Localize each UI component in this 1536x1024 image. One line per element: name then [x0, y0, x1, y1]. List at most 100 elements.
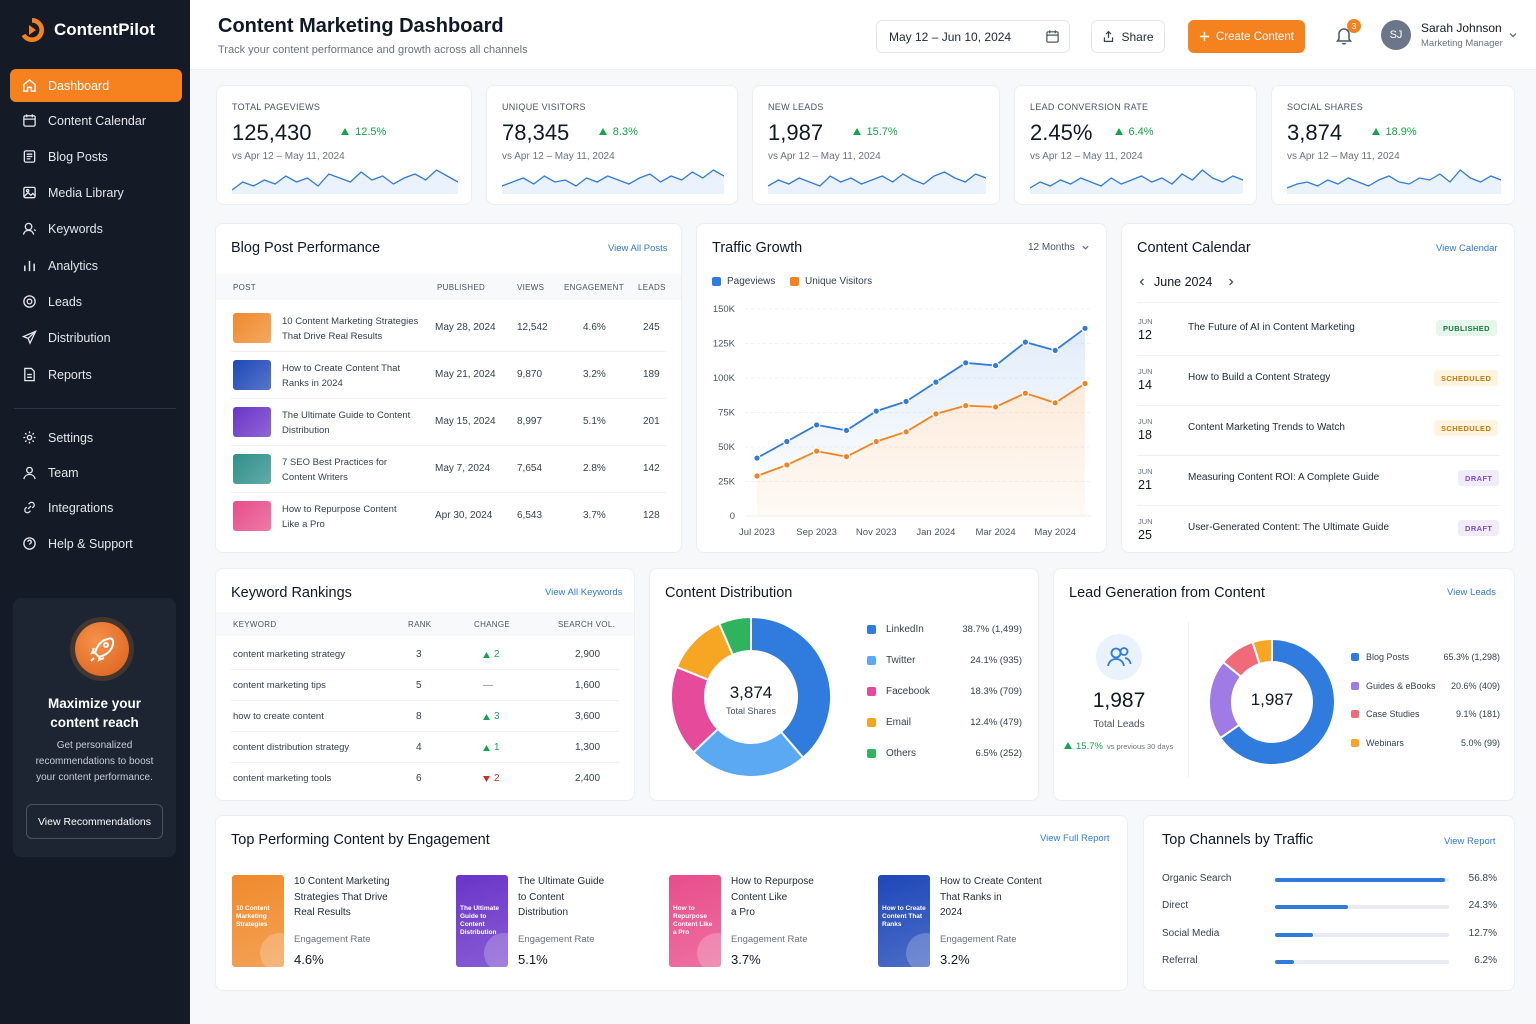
top-content-item[interactable]: 10 Content Marketing Strategies 10 Conten… [232, 872, 452, 972]
view-report-link[interactable]: View Report [1444, 836, 1496, 847]
leads-total: 1,987 [1092, 689, 1146, 712]
post-engagement: 4.6% [583, 322, 606, 333]
kpi-card[interactable]: SOCIAL SHARES 3,874 18.9% vs Apr 12 – May 1… [1271, 85, 1515, 205]
sidebar-item-help-support[interactable]: Help & Support [10, 527, 182, 560]
sidebar-item-content-calendar[interactable]: Content Calendar [10, 104, 182, 137]
sidebar-item-team[interactable]: Team [10, 456, 182, 489]
legend-swatch [867, 625, 876, 634]
x-tick-label: Jan 2024 [916, 527, 955, 538]
view-calendar-link[interactable]: View Calendar [1436, 243, 1498, 254]
data-point-pageviews [932, 378, 940, 386]
view-leads-link[interactable]: View Leads [1447, 587, 1496, 598]
top-header: Content Marketing Dashboard Track your c… [190, 0, 1536, 70]
table-row[interactable]: How to Repurpose Content Like a Pro Apr 30… [216, 493, 681, 540]
sidebar-item-keywords[interactable]: Keywords [10, 212, 182, 245]
date-range-picker[interactable]: May 12 – Jun 10, 2024 [876, 20, 1070, 53]
keyword-change: 2 [483, 773, 500, 784]
data-point-pageviews [1021, 338, 1030, 346]
calendar-item-month: JUN [1138, 317, 1153, 326]
column-header: ENGAGEMENT [564, 283, 624, 292]
y-tick-label: 25K [718, 477, 736, 488]
sidebar-item-settings[interactable]: Settings [10, 421, 182, 454]
table-header [216, 274, 681, 300]
avatar[interactable]: SJ [1381, 20, 1411, 50]
table-row[interactable]: content marketing tips 5 — 1,600 [216, 670, 634, 701]
table-row[interactable]: content marketing tools 6 2 2,400 [216, 763, 634, 794]
channel-bar-fill [1275, 932, 1313, 937]
triangle-up-icon [1064, 742, 1072, 749]
sidebar-item-label: Dashboard [48, 78, 110, 93]
view-all-keywords-link[interactable]: View All Keywords [545, 587, 623, 598]
divider [1137, 505, 1500, 506]
calendar-item-day: 21 [1138, 478, 1152, 492]
calendar-item[interactable]: JUN 12 The Future of AI in Content Marketi… [1122, 306, 1514, 356]
card-title: Content Distribution [665, 585, 793, 601]
page-title: Content Marketing Dashboard [218, 15, 504, 37]
calendar-item[interactable]: JUN 18 Content Marketing Trends to Watch SC… [1122, 406, 1514, 456]
app-logo[interactable]: ContentPilot [18, 16, 155, 44]
legend-value: 5.0% (99) [1460, 737, 1500, 748]
keyword-search-volume: 2,900 [575, 649, 601, 660]
sidebar-item-distribution[interactable]: Distribution [10, 321, 182, 354]
sidebar-item-media-library[interactable]: Media Library [10, 176, 182, 209]
column-header: VIEWS [517, 283, 545, 292]
donut-total-label: Total Shares [725, 706, 777, 716]
legend-value: 38.7% (1,499) [962, 624, 1022, 635]
calendar-item[interactable]: JUN 21 Measuring Content ROI: A Complete G… [1122, 456, 1514, 506]
bell-icon[interactable] [1335, 26, 1353, 45]
post-engagement: 3.7% [583, 510, 606, 521]
chevron-right-icon[interactable] [1226, 277, 1236, 287]
table-row[interactable]: 10 Content Marketing Strategies That Driv… [216, 305, 681, 352]
divider [231, 731, 619, 732]
card-title: Traffic Growth [712, 240, 803, 256]
calendar-item[interactable]: JUN 14 How to Build a Content Strategy SCHE… [1122, 356, 1514, 406]
triangle-up-icon [341, 128, 350, 135]
kpi-card[interactable]: LEAD CONVERSION RATE 2.45% 6.4% vs Apr 12 –… [1014, 85, 1257, 205]
calendar-item[interactable]: JUN 25 User-Generated Content: The Ultimat… [1122, 506, 1514, 556]
view-all-posts-link[interactable]: View All Posts [608, 243, 668, 254]
kpi-card[interactable]: TOTAL PAGEVIEWS 125,430 12.5% vs Apr 12 – M… [216, 85, 472, 205]
sidebar-item-leads[interactable]: Leads [10, 285, 182, 318]
user-name: Sarah Johnson [1421, 21, 1502, 35]
divider [231, 351, 666, 352]
sidebar-item-integrations[interactable]: Integrations [10, 491, 182, 524]
x-tick-label: Jul 2023 [739, 527, 775, 538]
sparkline-line [502, 169, 724, 187]
table-row[interactable]: 7 SEO Best Practices for Content Writers M… [216, 446, 681, 493]
table-row[interactable]: How to Create Content That Ranks in 2024 M… [216, 352, 681, 399]
post-title-line2: Content Writers [282, 472, 348, 483]
triangle-down-icon [483, 775, 490, 782]
channel-row[interactable]: Referral 6.2% [1144, 955, 1514, 977]
share-button[interactable]: Share [1091, 20, 1165, 53]
kpi-value: 125,430 [232, 120, 312, 145]
triangle-up-icon [1371, 128, 1380, 135]
top-content-item[interactable]: The Ultimate Guide to Content Distributi… [456, 872, 676, 972]
table-row[interactable]: how to create content 8 3 3,600 [216, 701, 634, 732]
table-row[interactable]: content distribution strategy 4 1 1,300 [216, 732, 634, 763]
view-recommendations-button[interactable]: View Recommendations [26, 804, 163, 839]
chevron-left-icon[interactable] [1137, 277, 1147, 287]
top-content-item[interactable]: How to Create Content That Ranks How to C… [878, 872, 1098, 972]
cover-decoration [697, 933, 721, 967]
channel-row[interactable]: Organic Search 56.8% [1144, 873, 1514, 895]
kpi-value: 1,987 [768, 120, 824, 145]
table-row[interactable]: The Ultimate Guide to Content Distributio… [216, 399, 681, 446]
kpi-card[interactable]: UNIQUE VISITORS 78,345 8.3% vs Apr 12 – May… [486, 85, 738, 205]
range-select[interactable]: 12 Months [1028, 242, 1090, 253]
legend-label: Others [886, 748, 917, 759]
post-leads: 189 [643, 369, 660, 380]
channel-row[interactable]: Direct 24.3% [1144, 900, 1514, 922]
chevron-down-icon[interactable] [1508, 30, 1518, 40]
create-content-button[interactable]: Create Content [1188, 20, 1305, 53]
kpi-card[interactable]: NEW LEADS 1,987 15.7% vs Apr 12 – May 11, 2… [752, 85, 1000, 205]
sidebar-item-analytics[interactable]: Analytics [10, 249, 182, 282]
post-views: 8,997 [517, 416, 543, 427]
keyword-change-value: 2 [494, 649, 500, 660]
sidebar-item-reports[interactable]: Reports [10, 358, 182, 391]
sidebar-item-dashboard[interactable]: Dashboard [10, 69, 182, 102]
table-row[interactable]: content marketing strategy 3 2 2,900 [216, 639, 634, 670]
top-content-item[interactable]: How to Repurpose Content Like a Pro How t… [669, 872, 889, 972]
view-full-report-link[interactable]: View Full Report [1040, 833, 1110, 844]
sidebar-item-blog-posts[interactable]: Blog Posts [10, 140, 182, 173]
channel-row[interactable]: Social Media 12.7% [1144, 928, 1514, 950]
